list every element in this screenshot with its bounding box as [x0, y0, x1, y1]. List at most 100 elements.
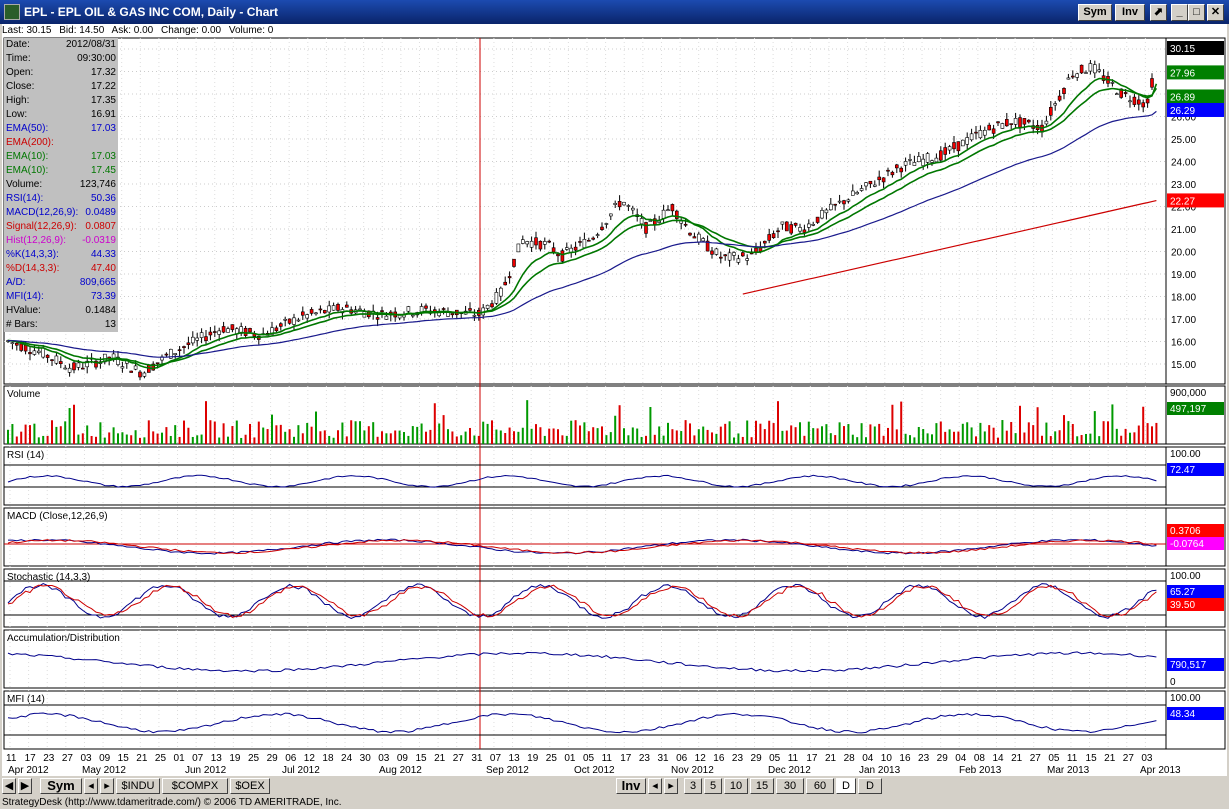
maximize-icon[interactable]: □ — [1188, 4, 1205, 21]
candle-body — [274, 327, 279, 332]
panel-rsi — [3, 446, 1167, 506]
x-tick-day: 29 — [751, 753, 763, 764]
tab-30min[interactable]: 30 — [776, 778, 804, 794]
volume-bar — [33, 423, 36, 444]
volume-bar — [671, 429, 674, 444]
volume-bar — [684, 420, 687, 444]
tab-10min[interactable]: 10 — [724, 778, 748, 794]
candle-body — [828, 203, 833, 211]
ema10-line — [7, 77, 1158, 370]
volume-bar — [1120, 435, 1123, 444]
volume-bar — [235, 420, 238, 444]
info-row: EMA(50): 17.03 — [4, 122, 118, 136]
candle-body — [890, 171, 895, 176]
candle-body — [591, 237, 596, 240]
tab-5min[interactable]: 5 — [704, 778, 722, 794]
tab-15min[interactable]: 15 — [750, 778, 774, 794]
interval-prev-icon[interactable]: ◂ — [648, 778, 662, 794]
candle-body — [674, 210, 679, 219]
candle-body — [723, 254, 728, 257]
volume-bar — [741, 436, 744, 444]
chart-canvas[interactable]: Volume RSI (14) MACD (Close,12,26,9) Stocha… — [2, 24, 1227, 776]
tab-indu[interactable]: $INDU — [116, 778, 160, 794]
candle-body — [169, 348, 173, 359]
volume-bar — [372, 422, 375, 444]
x-tick-day: 14 — [992, 753, 1004, 764]
interval-next-icon[interactable]: ▸ — [664, 778, 678, 794]
tab-prev-icon[interactable]: ◂ — [84, 778, 98, 794]
candle-body — [956, 141, 961, 152]
export-icon[interactable]: ⬈ — [1150, 4, 1167, 21]
tab-compx[interactable]: $COMPX — [162, 778, 228, 794]
volume-bar — [77, 434, 80, 444]
volume-bar — [460, 435, 463, 444]
volume-bar — [552, 428, 555, 444]
volume-bar — [627, 435, 630, 444]
x-tick-day: 15 — [415, 753, 427, 764]
candle-body — [164, 353, 169, 356]
tab-daily-2[interactable]: D — [858, 778, 882, 794]
volume-bar — [763, 429, 766, 444]
candle-body — [327, 305, 332, 313]
bid-price: Bid: 14.50 — [59, 25, 105, 36]
volume-bar — [526, 400, 529, 444]
candle-body — [32, 350, 37, 355]
price-tick: 20.00 — [1171, 248, 1196, 259]
volume-axis-tag-bg — [1167, 402, 1224, 415]
tab-3min[interactable]: 3 — [684, 778, 702, 794]
x-tick-month: Jan 2013 — [859, 765, 901, 776]
tab-inv[interactable]: Inv — [616, 778, 646, 794]
info-row: Date: 2012/08/31 — [4, 38, 118, 52]
tab-daily[interactable]: D — [836, 778, 856, 794]
candle-body — [534, 237, 538, 246]
candle-body — [151, 363, 155, 371]
price-tag: 30.15 — [1170, 44, 1195, 55]
candle-body — [1018, 117, 1022, 128]
ema10b-line — [7, 87, 1158, 367]
info-row: MFI(14): 73.39 — [4, 290, 118, 304]
volume-bar — [416, 426, 419, 444]
info-label: Signal(12,26,9): — [6, 221, 77, 232]
candle-body — [811, 223, 816, 226]
volume-bar — [860, 423, 863, 444]
x-tick-month: Oct 2012 — [574, 765, 615, 776]
x-tick-day: 18 — [322, 753, 334, 764]
volume-bar — [1032, 425, 1035, 444]
x-tick-day: 07 — [490, 753, 502, 764]
candle-body — [833, 203, 838, 206]
info-row: HValue: 0.1484 — [4, 304, 118, 318]
x-tick-day: 29 — [937, 753, 949, 764]
scroll-right-icon[interactable]: ▶ — [18, 778, 32, 794]
tab-next-icon[interactable]: ▸ — [100, 778, 114, 794]
x-tick-day: 11 — [602, 753, 613, 764]
volume-bar — [425, 431, 427, 444]
volume-bar — [24, 424, 27, 444]
candle-body — [199, 332, 204, 338]
minimize-icon[interactable]: _ — [1171, 4, 1188, 21]
scroll-left-icon[interactable]: ◀ — [2, 778, 16, 794]
volume-bar — [913, 437, 916, 444]
chart-area[interactable]: Volume RSI (14) MACD (Close,12,26,9) Stocha… — [2, 24, 1227, 776]
candle-body — [213, 331, 217, 333]
x-tick-month: Apr 2013 — [1140, 765, 1181, 776]
panel-title-ad: Accumulation/Distribution — [7, 633, 120, 644]
x-tick-day: 23 — [918, 753, 930, 764]
volume-bar — [477, 435, 480, 444]
volume-bar — [1085, 433, 1087, 444]
x-tick-day: 04 — [955, 753, 967, 764]
tab-60min[interactable]: 60 — [806, 778, 834, 794]
tab-oex[interactable]: $OEX — [230, 778, 270, 794]
sym-button[interactable]: Sym — [1078, 4, 1112, 21]
candle-body — [688, 232, 692, 236]
x-tick-month: Aug 2012 — [379, 765, 422, 776]
tab-sym[interactable]: Sym — [40, 778, 82, 794]
candle-body — [287, 318, 292, 324]
volume-bar — [1054, 431, 1057, 444]
close-icon[interactable]: ✕ — [1207, 4, 1224, 21]
volume-bar — [1076, 436, 1079, 444]
volume-bar — [51, 420, 53, 444]
volume-bar — [961, 423, 964, 444]
inv-button[interactable]: Inv — [1115, 4, 1145, 21]
candle-body — [930, 160, 934, 163]
candle-body — [679, 220, 684, 224]
